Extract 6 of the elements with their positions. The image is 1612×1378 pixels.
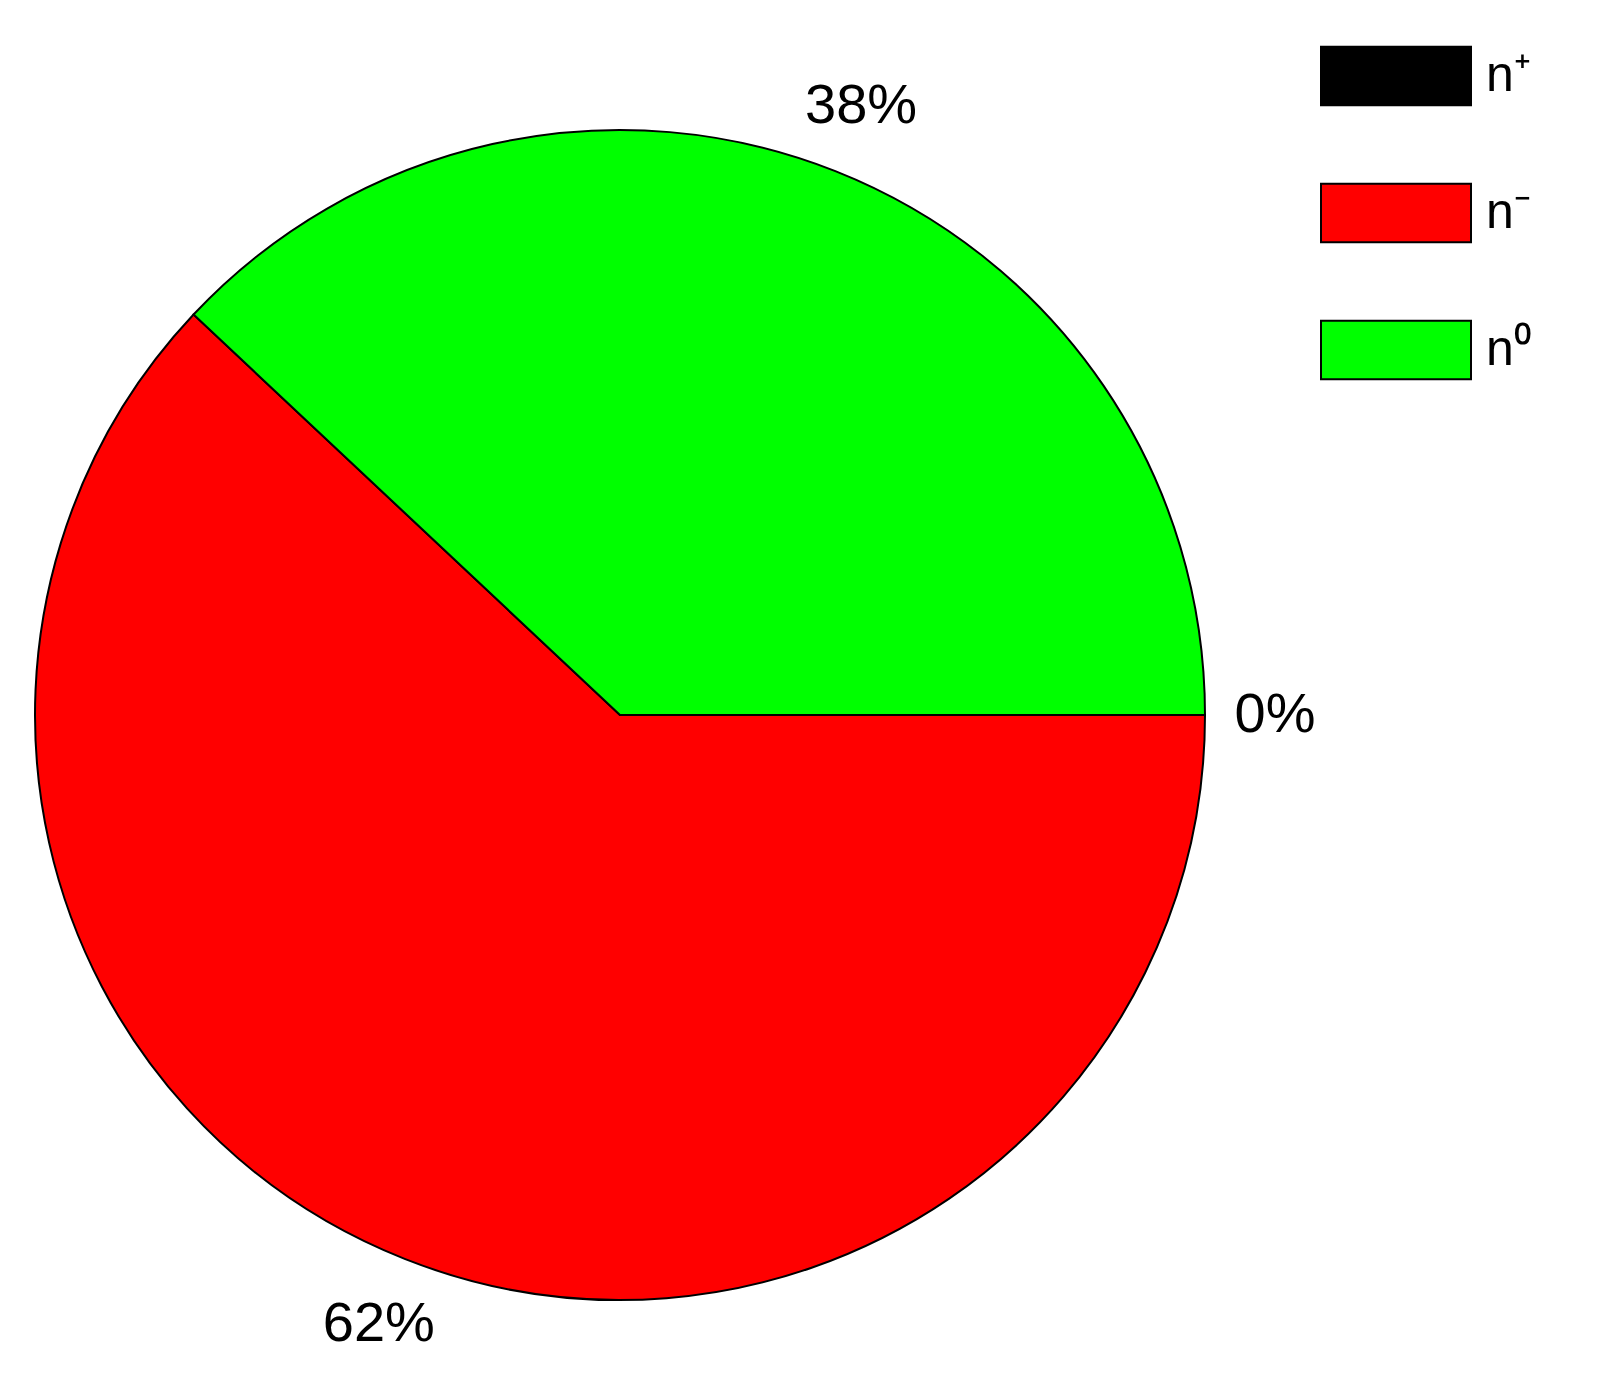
text: 0% [1234,681,1316,744]
legend-label: n⁰ [1486,320,1532,376]
data-label: 62% [322,1290,435,1353]
legend-label: n⁻ [1486,183,1531,239]
legend-label: n⁺ [1486,46,1531,102]
data-label: 38% [805,72,918,135]
